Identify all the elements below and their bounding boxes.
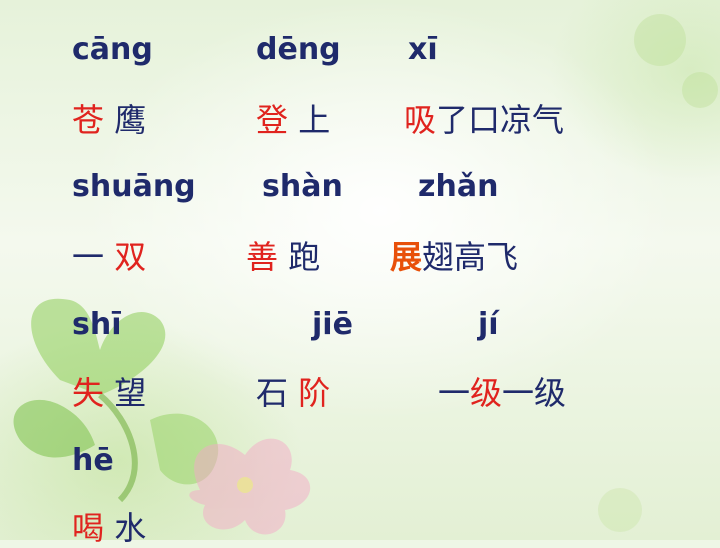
word-segment: 上 [288, 101, 331, 139]
word-segment: 一 [438, 374, 471, 412]
word-segment: 鹰 [104, 101, 147, 139]
word-segment: 苍 [72, 101, 105, 139]
vocabulary-word: 苍 鹰 [72, 100, 146, 140]
word-segment: 善 [246, 238, 279, 276]
pinyin-text: shuāng [72, 169, 196, 204]
word-segment: 跑 [278, 238, 321, 276]
vocabulary-word: 一级一级 [438, 373, 566, 413]
pinyin-text: xī [408, 32, 438, 67]
vocabulary-word: 石 阶 [256, 373, 330, 413]
vocabulary-word: 一 双 [72, 237, 146, 277]
word-segment: 水 [104, 509, 147, 547]
word-segment: 石 [256, 374, 299, 412]
vocabulary-word: 善 跑 [246, 237, 320, 277]
pinyin-row: cāng dēng xī [0, 30, 720, 70]
pinyin-text: jí [478, 307, 499, 342]
pinyin-text: zhǎn [418, 169, 499, 204]
word-segment: 喝 [72, 509, 105, 547]
word-segment: 展 [390, 238, 423, 276]
word-segment: 一 [72, 238, 115, 276]
pinyin-text: shī [72, 307, 122, 342]
vocabulary-word: 失 望 [72, 373, 146, 413]
word-segment: 吸 [404, 101, 437, 139]
word-segment: 翅高飞 [422, 238, 519, 276]
word-segment: 双 [114, 238, 147, 276]
vocabulary-word: 展翅高飞 [390, 237, 518, 277]
pinyin-text: shàn [262, 169, 343, 204]
pinyin-text: jiē [312, 307, 353, 342]
vocabulary-word: 登 上 [256, 100, 330, 140]
word-segment: 望 [104, 374, 147, 412]
word-segment: 一级 [502, 374, 567, 412]
hanzi-row: 喝 水 [0, 508, 720, 548]
word-segment: 登 [256, 101, 289, 139]
word-segment: 失 [72, 374, 105, 412]
word-segment: 了口凉气 [436, 101, 565, 139]
word-segment: 级 [470, 374, 503, 412]
pinyin-text: dēng [256, 32, 341, 67]
pinyin-row: shuāng shàn zhǎn [0, 167, 720, 207]
vocabulary-word: 喝 水 [72, 508, 146, 548]
hanzi-row: 一 双 善 跑 展翅高飞 [0, 237, 720, 277]
hanzi-row: 失 望 石 阶 一级一级 [0, 373, 720, 413]
hanzi-row: 苍 鹰 登 上 吸了口凉气 [0, 100, 720, 140]
vocabulary-word: 吸了口凉气 [404, 100, 564, 140]
pinyin-row: shī jiē jí [0, 305, 720, 345]
word-segment: 阶 [298, 374, 331, 412]
pinyin-row: hē [0, 441, 720, 481]
pinyin-text: hē [72, 443, 114, 478]
pinyin-text: cāng [72, 32, 153, 67]
